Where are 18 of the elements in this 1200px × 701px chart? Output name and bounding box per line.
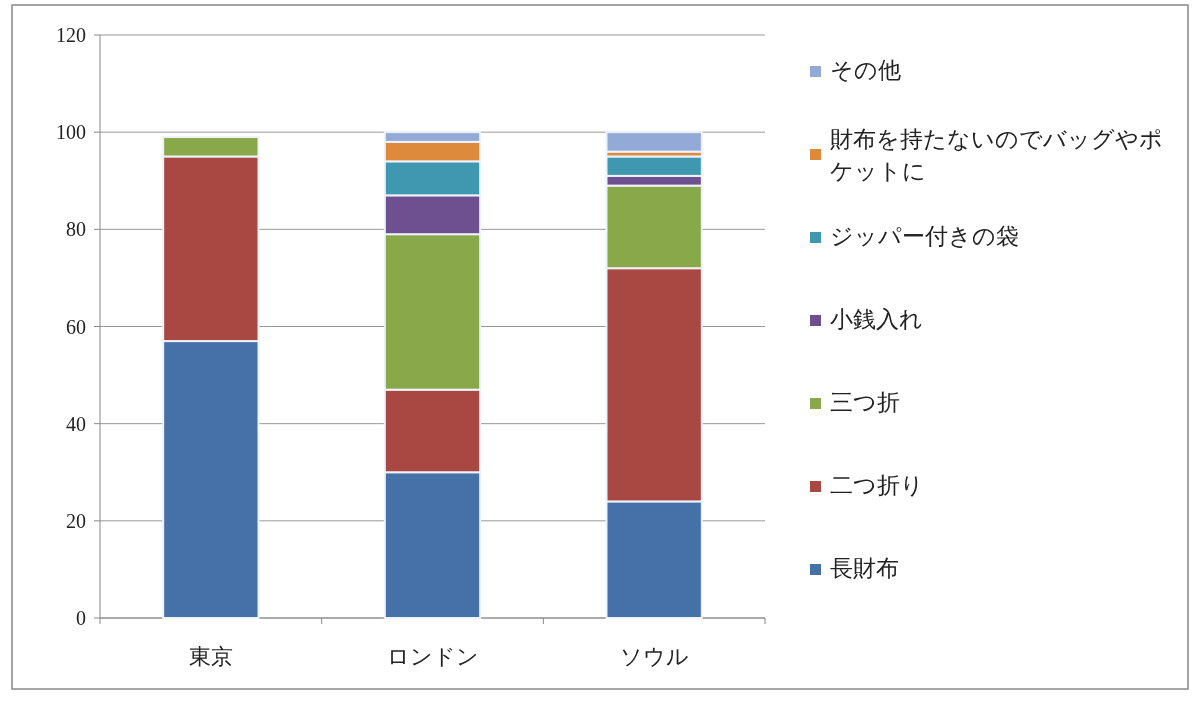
legend-label: その他 xyxy=(830,58,901,83)
legend-label: 三つ折 xyxy=(830,390,900,415)
y-tick-label: 0 xyxy=(76,607,86,629)
x-tick-label: ロンドン xyxy=(386,644,479,669)
y-tick-label: 20 xyxy=(66,509,86,532)
legend-label: 二つ折り xyxy=(830,473,924,498)
legend-label: 小銭入れ xyxy=(830,307,923,332)
bar xyxy=(605,131,703,153)
y-tick-label: 60 xyxy=(66,315,86,338)
legend-label: ジッパー付きの袋 xyxy=(830,224,1019,249)
x-tick-label: 東京 xyxy=(188,644,233,669)
y-tick-label: 80 xyxy=(66,218,86,241)
legend-label: 財布を持たないのでバッグやポケットに xyxy=(830,127,1163,184)
x-tick-label: ソウル xyxy=(619,644,689,669)
y-tick-label: 100 xyxy=(56,121,86,144)
y-tick-label: 120 xyxy=(56,24,86,46)
y-tick-label: 40 xyxy=(66,412,86,435)
legend-label: 長財布 xyxy=(830,556,899,581)
